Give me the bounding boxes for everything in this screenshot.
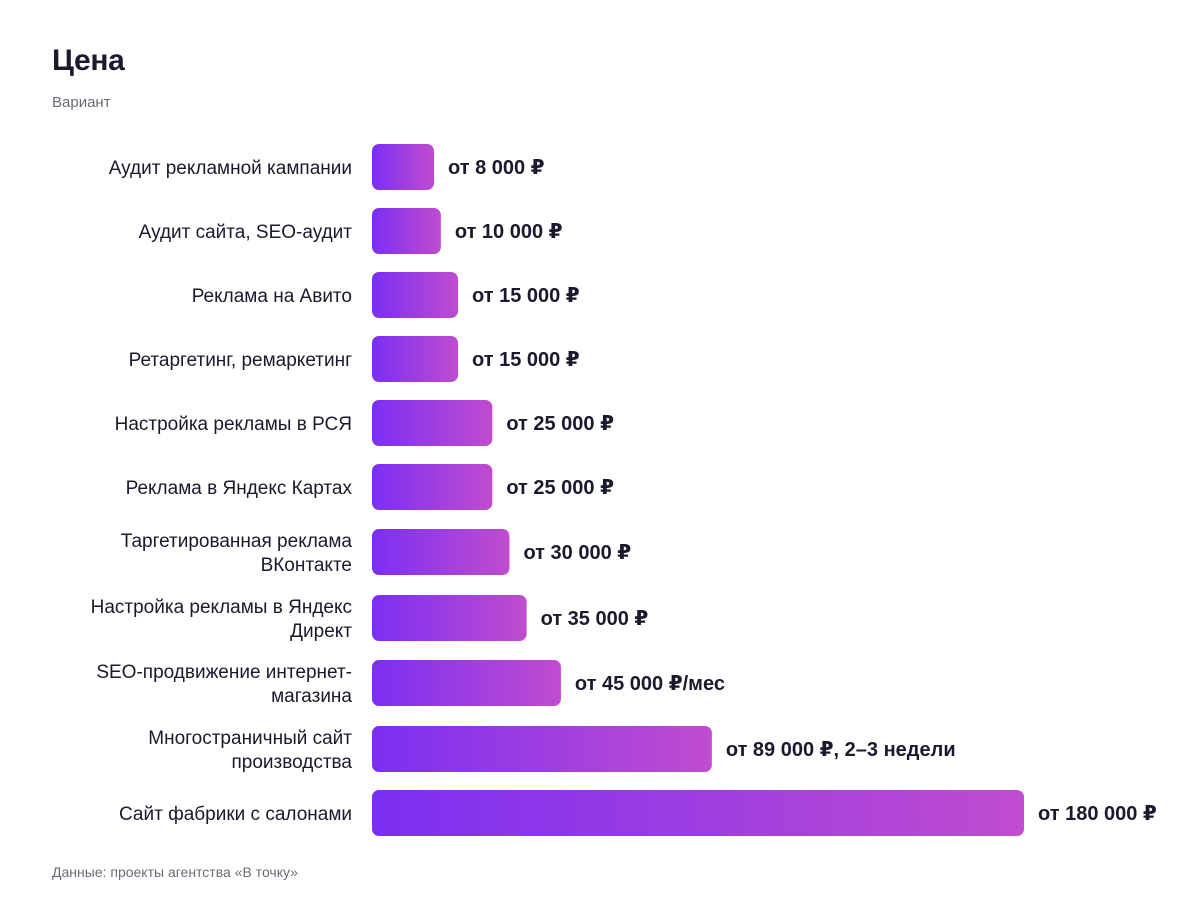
value-label: от 8 000 ₽ xyxy=(448,157,545,179)
category-label: Таргетированная реклама xyxy=(121,531,353,552)
bar xyxy=(372,272,459,318)
value-label: от 25 000 ₽ xyxy=(506,413,614,435)
value-label: от 180 000 ₽ xyxy=(1038,803,1157,825)
category-label: производства xyxy=(231,752,352,773)
value-label: от 25 000 ₽ xyxy=(506,477,614,499)
value-label: от 10 000 ₽ xyxy=(455,221,563,243)
chart-subtitle: Вариант xyxy=(52,94,111,111)
category-label: SEO-продвижение интернет- xyxy=(96,662,352,683)
category-label: Настройка рекламы в РСЯ xyxy=(115,414,352,435)
category-label: Аудит рекламной кампании xyxy=(109,158,352,179)
bar xyxy=(372,790,1024,836)
value-label: от 89 000 ₽, 2–3 недели xyxy=(726,739,956,761)
bar xyxy=(372,144,434,190)
category-label: Многостраничный сайт xyxy=(148,728,352,749)
bar xyxy=(372,660,561,706)
category-label: Реклама на Авито xyxy=(192,286,352,307)
value-label: от 45 000 ₽/мес xyxy=(575,673,725,695)
value-label: от 30 000 ₽ xyxy=(523,542,631,564)
bar xyxy=(372,208,441,254)
chart-title: Цена xyxy=(52,44,125,77)
category-label: Реклама в Яндекс Картах xyxy=(126,478,353,499)
category-label: Ретаргетинг, ремаркетинг xyxy=(129,350,352,371)
bar xyxy=(372,595,527,641)
category-label: Директ xyxy=(290,621,352,642)
value-label: от 15 000 ₽ xyxy=(472,285,580,307)
value-label: от 35 000 ₽ xyxy=(541,608,649,630)
bar xyxy=(372,726,712,772)
category-label: магазина xyxy=(271,686,352,707)
bar xyxy=(372,529,510,575)
category-label: Настройка рекламы в Яндекс xyxy=(91,597,352,618)
category-label: ВКонтакте xyxy=(261,555,352,576)
category-label: Сайт фабрики с салонами xyxy=(119,804,352,825)
value-label: от 15 000 ₽ xyxy=(472,349,580,371)
bar xyxy=(372,400,493,446)
bar xyxy=(372,464,493,510)
chart-source-note: Данные: проекты агентства «В точку» xyxy=(52,864,298,880)
bar xyxy=(372,336,459,382)
category-label: Аудит сайта, SEO-аудит xyxy=(139,222,353,243)
